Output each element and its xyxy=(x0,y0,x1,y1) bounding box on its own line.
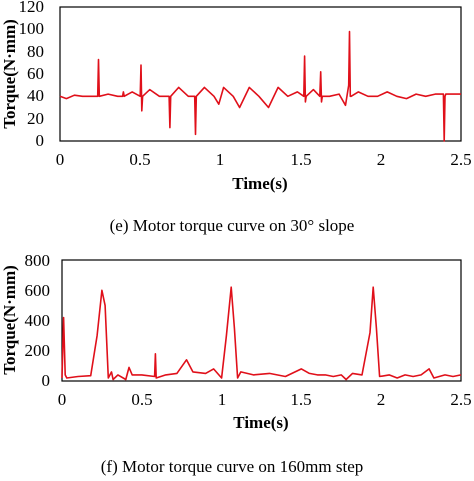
chart-e-ytick: 0 xyxy=(36,131,45,150)
chart-e-ytick: 100 xyxy=(19,19,45,38)
chart-e-xtick: 1 xyxy=(216,150,225,169)
chart-f-xtick: 2 xyxy=(377,390,386,409)
chart-e: 120 100 80 60 40 20 0 0 0.5 1 1.5 2 2.5 … xyxy=(0,0,472,235)
chart-f-plot-frame xyxy=(61,259,462,382)
chart-f-caption: (f) Motor torque curve on 160mm step xyxy=(101,457,364,476)
chart-f: 800 600 400 200 0 0 0.5 1 1.5 2 2.5 Time… xyxy=(0,251,472,476)
chart-f-y-axis-title: Torque(N·mm) xyxy=(0,265,19,375)
chart-e-caption: (e) Motor torque curve on 30° slope xyxy=(110,216,355,235)
chart-f-series xyxy=(61,286,462,381)
chart-f-x-axis-title: Time(s) xyxy=(233,413,288,432)
chart-e-xtick: 2.5 xyxy=(450,150,471,169)
chart-f-yticks: 800 600 400 200 0 xyxy=(25,251,51,390)
chart-e-xtick: 0.5 xyxy=(129,150,150,169)
chart-e-xtick: 2 xyxy=(377,150,386,169)
chart-e-xticks: 0 0.5 1 1.5 2 2.5 xyxy=(56,150,472,169)
chart-e-line xyxy=(59,30,461,142)
chart-e-y-axis-title: Torque(N·mm) xyxy=(0,19,19,129)
chart-e-ytick: 20 xyxy=(27,109,44,128)
chart-f-xtick: 1.5 xyxy=(290,390,311,409)
chart-e-ytick: 120 xyxy=(19,0,45,16)
chart-f-ytick: 200 xyxy=(25,341,51,360)
chart-f-xtick: 0.5 xyxy=(131,390,152,409)
chart-e-yticks: 120 100 80 60 40 20 0 xyxy=(19,0,45,150)
chart-f-xtick: 2.5 xyxy=(450,390,471,409)
chart-f-ytick: 0 xyxy=(42,371,51,390)
chart-f-xticks: 0 0.5 1 1.5 2 2.5 xyxy=(58,390,472,409)
chart-e-x-axis-title: Time(s) xyxy=(232,174,287,193)
chart-f-ytick: 600 xyxy=(25,281,51,300)
chart-f-line xyxy=(61,286,462,381)
chart-e-series xyxy=(59,30,461,142)
chart-e-ytick: 80 xyxy=(27,42,44,61)
chart-e-xtick: 1.5 xyxy=(290,150,311,169)
chart-e-plot-frame xyxy=(59,6,462,142)
chart-f-xtick: 1 xyxy=(218,390,227,409)
chart-f-ytick: 800 xyxy=(25,251,51,270)
chart-e-ytick: 40 xyxy=(27,86,44,105)
chart-f-ytick: 400 xyxy=(25,311,51,330)
chart-f-xtick: 0 xyxy=(58,390,67,409)
chart-e-ytick: 60 xyxy=(27,64,44,83)
chart-e-xtick: 0 xyxy=(56,150,65,169)
